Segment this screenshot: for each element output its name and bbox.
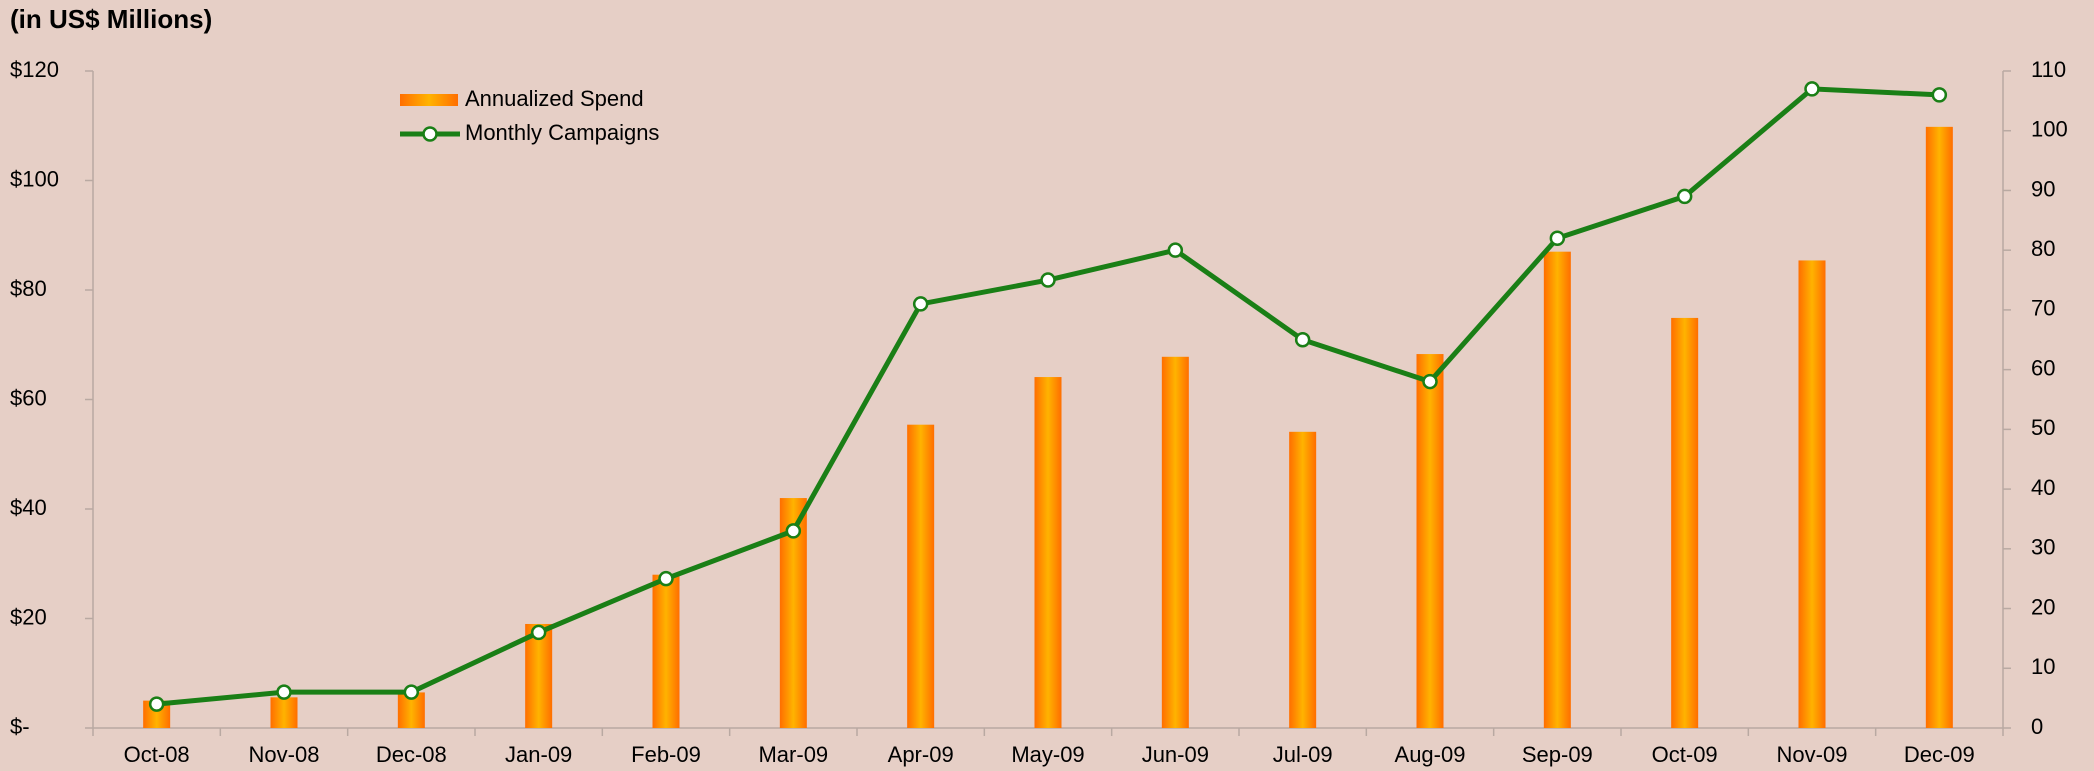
y2-tick-label: 30 [2031, 535, 2055, 560]
y2-tick-label: 40 [2031, 475, 2055, 500]
x-tick-label: Dec-09 [1904, 742, 1975, 767]
bar [1925, 126, 1953, 729]
bar [1161, 356, 1189, 728]
legend-swatch [400, 94, 458, 106]
x-tick-label: Jan-09 [505, 742, 572, 767]
bar [1798, 260, 1826, 728]
point [785, 523, 802, 539]
x-tick-label: Feb-09 [631, 742, 701, 767]
point [658, 570, 674, 587]
legend-label: Monthly Campaigns [465, 120, 659, 145]
y2-tick-label: 20 [2031, 594, 2055, 619]
x-tick-label: Sep-09 [1522, 742, 1593, 767]
y2-tick-label: 0 [2031, 714, 2043, 739]
x-tick-label: Mar-09 [758, 742, 828, 767]
point [1422, 373, 1438, 390]
point [1294, 332, 1311, 348]
bar [907, 424, 935, 728]
bar [1543, 251, 1571, 729]
y2-tick-label: 60 [2031, 355, 2055, 380]
point [1040, 272, 1056, 288]
y-tick-label: $- [10, 714, 30, 739]
y2-tick-label: 100 [2031, 117, 2068, 142]
point [912, 296, 929, 312]
point [148, 696, 165, 712]
bar [525, 623, 553, 728]
x-tick-label: Jun-09 [1142, 742, 1209, 767]
y2-tick-label: 90 [2031, 176, 2055, 201]
bar [1671, 317, 1699, 728]
y-tick-label: $100 [10, 166, 59, 191]
x-tick-label: May-09 [1011, 742, 1084, 767]
x-tick-label: Oct-09 [1652, 742, 1718, 767]
y2-tick-label: 80 [2031, 236, 2055, 261]
y2-tick-label: 50 [2031, 415, 2055, 440]
bar [270, 697, 298, 728]
point [1549, 230, 1566, 246]
y-tick-label: $80 [10, 276, 47, 301]
chart-title: (in US$ Millions) [10, 4, 212, 34]
bar [652, 574, 680, 728]
bar [1034, 377, 1062, 728]
x-tick-label: Apr-09 [888, 742, 954, 767]
point [1676, 188, 1693, 205]
point [1167, 242, 1184, 258]
x-tick-label: Jul-09 [1273, 742, 1333, 767]
x-tick-label: Oct-08 [124, 742, 190, 767]
point [1804, 81, 1820, 97]
point [276, 684, 292, 700]
y-tick-label: $40 [10, 495, 47, 520]
bar [1416, 354, 1444, 728]
point [1931, 87, 1948, 103]
x-tick-label: Aug-09 [1395, 742, 1466, 767]
point [530, 624, 547, 641]
legend-label: Annualized Spend [465, 86, 644, 111]
y2-tick-label: 70 [2031, 296, 2055, 321]
y-tick-label: $20 [10, 604, 47, 629]
x-tick-label: Nov-08 [249, 742, 320, 767]
y-tick-label: $120 [10, 57, 59, 82]
y-tick-label: $60 [10, 385, 47, 410]
legend-marker [422, 126, 438, 142]
y2-tick-label: 110 [2031, 57, 2066, 82]
point [403, 684, 420, 700]
bar [1289, 431, 1317, 728]
y2-tick-label: 10 [2031, 654, 2055, 679]
x-tick-label: Dec-08 [376, 742, 447, 767]
x-tick-label: Nov-09 [1777, 742, 1848, 767]
